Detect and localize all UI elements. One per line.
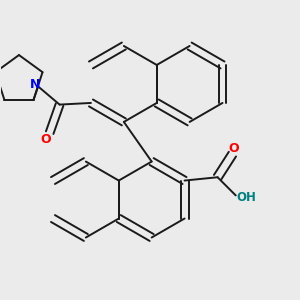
Text: N: N: [30, 78, 41, 91]
Text: O: O: [229, 142, 239, 155]
Text: OH: OH: [237, 190, 256, 204]
Text: O: O: [40, 134, 51, 146]
